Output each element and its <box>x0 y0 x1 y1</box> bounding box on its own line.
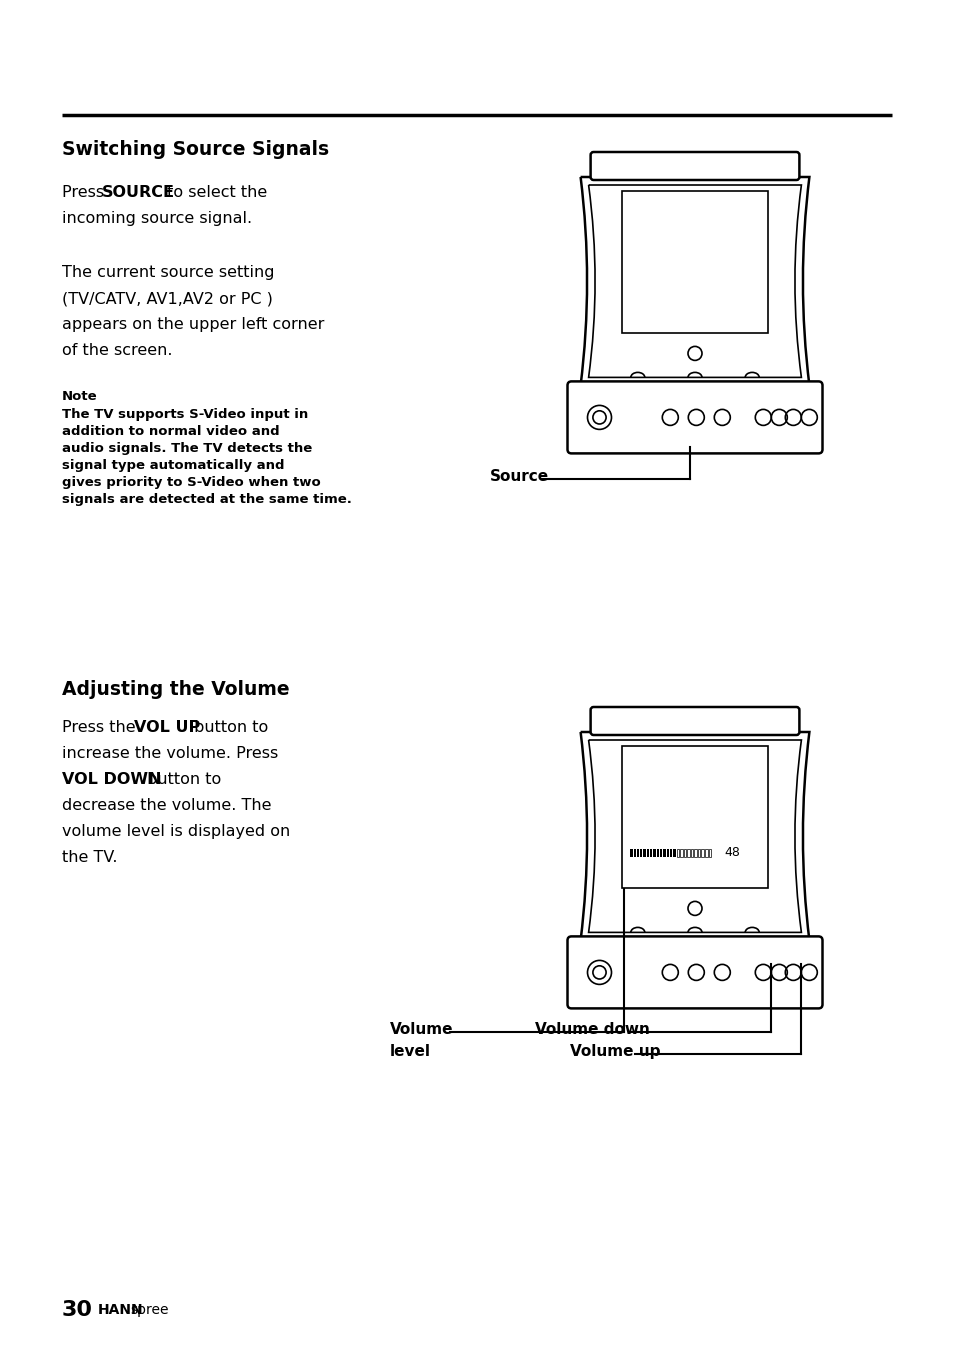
Bar <box>639 849 641 857</box>
Text: VOL DOWN: VOL DOWN <box>62 772 161 787</box>
Text: Adjusting the Volume: Adjusting the Volume <box>62 680 290 699</box>
Text: 30: 30 <box>62 1301 92 1320</box>
Text: decrease the volume. The: decrease the volume. The <box>62 798 272 813</box>
Text: addition to normal video and: addition to normal video and <box>62 425 279 438</box>
Bar <box>683 849 685 857</box>
Text: VOL UP: VOL UP <box>133 721 200 735</box>
Text: spree: spree <box>130 1303 169 1317</box>
Text: volume level is displayed on: volume level is displayed on <box>62 823 290 840</box>
Bar <box>686 849 689 857</box>
Text: to select the: to select the <box>162 185 267 200</box>
Text: (TV/CATV, AV1,AV2 or PC ): (TV/CATV, AV1,AV2 or PC ) <box>62 291 273 306</box>
Bar <box>679 849 682 857</box>
Bar <box>700 849 703 857</box>
Text: button to: button to <box>142 772 221 787</box>
Bar <box>646 849 648 857</box>
Text: HANN: HANN <box>98 1303 144 1317</box>
Bar <box>659 849 661 857</box>
Bar <box>621 746 767 888</box>
Text: appears on the upper left corner: appears on the upper left corner <box>62 316 324 333</box>
Text: Volume: Volume <box>390 1022 453 1037</box>
Text: Note: Note <box>62 389 97 403</box>
Bar <box>653 849 655 857</box>
Text: level: level <box>390 1044 431 1060</box>
Bar <box>637 849 639 857</box>
Text: signal type automatically and: signal type automatically and <box>62 458 284 472</box>
Text: signals are detected at the same time.: signals are detected at the same time. <box>62 493 352 506</box>
Text: incoming source signal.: incoming source signal. <box>62 211 252 226</box>
Bar <box>642 849 645 857</box>
Text: 48: 48 <box>724 846 740 859</box>
Bar <box>698 849 700 857</box>
Text: Source: Source <box>490 469 549 484</box>
Text: Switching Source Signals: Switching Source Signals <box>62 141 329 160</box>
Bar <box>662 849 665 857</box>
Text: The current source setting: The current source setting <box>62 265 274 280</box>
Bar <box>690 849 693 857</box>
Text: Press: Press <box>62 185 110 200</box>
Text: of the screen.: of the screen. <box>62 343 172 358</box>
FancyBboxPatch shape <box>590 707 799 735</box>
Text: gives priority to S-Video when two: gives priority to S-Video when two <box>62 476 320 489</box>
Text: the TV.: the TV. <box>62 850 117 865</box>
Text: audio signals. The TV detects the: audio signals. The TV detects the <box>62 442 312 456</box>
FancyBboxPatch shape <box>567 937 821 1009</box>
Bar <box>708 849 710 857</box>
Text: Press the: Press the <box>62 721 141 735</box>
Bar <box>673 849 675 857</box>
Bar <box>656 849 659 857</box>
Text: SOURCE: SOURCE <box>102 185 174 200</box>
Text: button to: button to <box>189 721 268 735</box>
FancyBboxPatch shape <box>590 151 799 180</box>
Bar <box>666 849 668 857</box>
Text: Volume up: Volume up <box>569 1044 659 1060</box>
FancyBboxPatch shape <box>567 381 821 453</box>
Bar <box>633 849 635 857</box>
Bar <box>694 849 697 857</box>
Bar <box>630 849 632 857</box>
Bar <box>621 191 767 334</box>
Bar <box>669 849 672 857</box>
Text: Volume down: Volume down <box>535 1022 649 1037</box>
Bar <box>649 849 652 857</box>
Text: The TV supports S-Video input in: The TV supports S-Video input in <box>62 408 308 420</box>
Bar <box>676 849 679 857</box>
Bar <box>704 849 707 857</box>
Text: increase the volume. Press: increase the volume. Press <box>62 746 278 761</box>
